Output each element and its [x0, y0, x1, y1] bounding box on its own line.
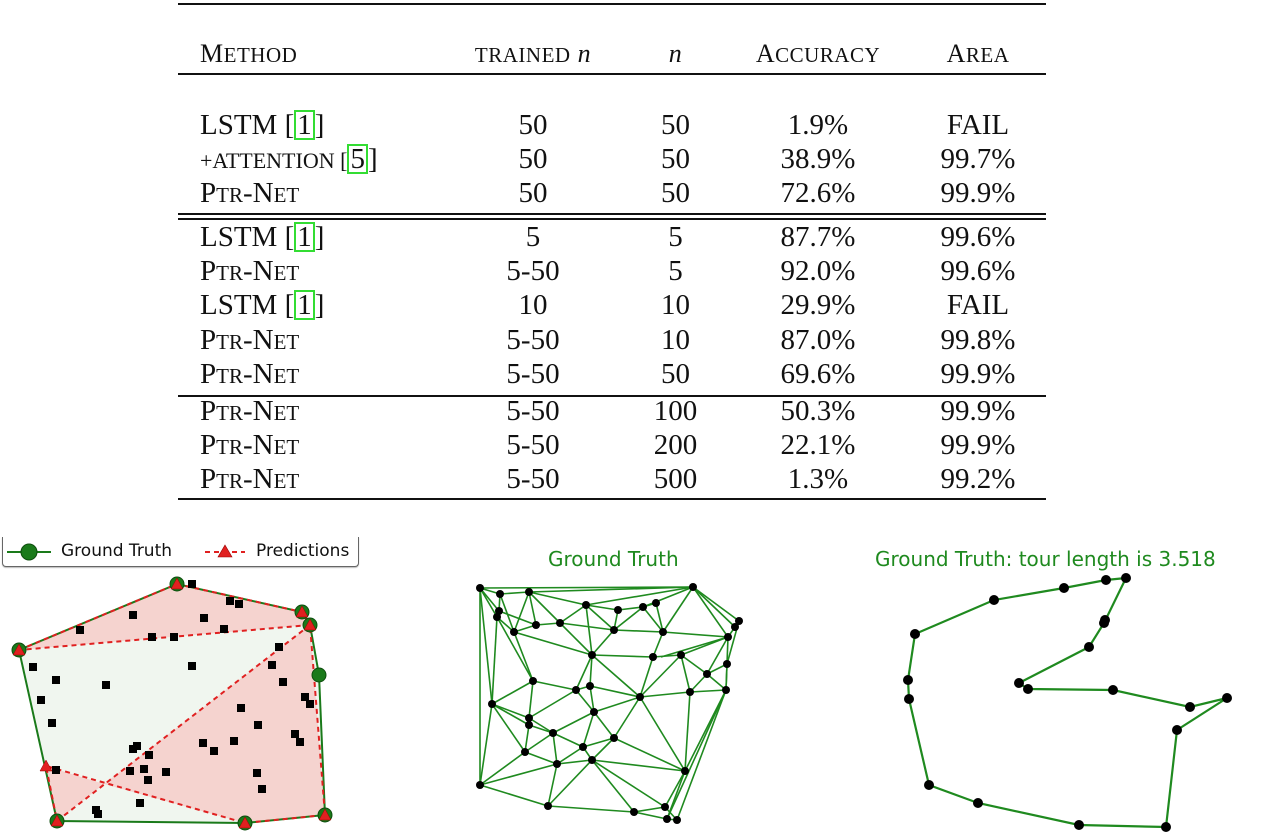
table-row: +ATTENTION [5] 50 50 38.9% 99.7%	[200, 143, 1016, 175]
table-row: PTR-NET 5-50 100 50.3% 99.9%	[200, 395, 1016, 427]
table-row: PTR-NET 5-50 50 69.6% 99.9%	[200, 358, 1016, 390]
delaunay-title: Ground Truth	[548, 547, 679, 571]
header-n: n	[668, 39, 683, 68]
delaunay-plot	[476, 583, 743, 824]
table-row: PTR-NET 5-50 500 1.3% 99.2%	[200, 463, 1016, 495]
table-row: PTR-NET 5-50 200 22.1% 99.9%	[200, 429, 1016, 461]
group-rule	[178, 395, 1046, 397]
convex-hull-plot	[11, 576, 333, 831]
header-method: METHOD	[200, 39, 298, 68]
header-accuracy: ACCURACY	[755, 39, 881, 68]
citation-link[interactable]: 1	[294, 290, 315, 320]
table-bottom-rule	[178, 498, 1046, 500]
tsp-plot	[903, 573, 1232, 832]
ground-truth-legend-icon	[7, 543, 51, 561]
data-points	[29, 580, 314, 818]
header-rule	[178, 73, 1046, 75]
table-row: LSTM [1] 10 10 29.9% FAIL	[200, 289, 1010, 321]
table-row: PTR-NET 5-50 10 87.0% 99.8%	[200, 324, 1016, 356]
table-header-row: METHOD TRAINED n n ACCURACY AREA	[178, 37, 1046, 71]
table-row: LSTM [1] 50 50 1.9% FAIL	[200, 109, 1010, 141]
citation-link[interactable]: 1	[294, 110, 315, 140]
tsp-title: Ground Truth: tour length is 3.518	[875, 547, 1216, 571]
table-row: PTR-NET 5-50 5 92.0% 99.6%	[200, 255, 1016, 287]
plot-legend: Ground Truth Predictions	[2, 537, 359, 567]
header-trained-n: TRAINED n	[474, 39, 592, 68]
table-top-rule	[178, 3, 1046, 5]
citation-link[interactable]: 1	[294, 222, 315, 252]
header-area: AREA	[946, 39, 1010, 68]
table-row: LSTM [1] 5 5 87.7% 99.6%	[200, 221, 1016, 253]
predictions-legend-icon	[205, 544, 245, 558]
table-row: PTR-NET 50 50 72.6% 99.9%	[200, 177, 1016, 209]
legend-ground-truth: Ground Truth	[61, 541, 173, 561]
tsp-cities	[903, 573, 1232, 832]
legend-predictions: Predictions	[256, 541, 350, 561]
group-rule	[178, 213, 1046, 215]
group-rule	[178, 218, 1046, 220]
citation-link[interactable]: 5	[347, 144, 368, 174]
delaunay-points	[476, 583, 743, 824]
